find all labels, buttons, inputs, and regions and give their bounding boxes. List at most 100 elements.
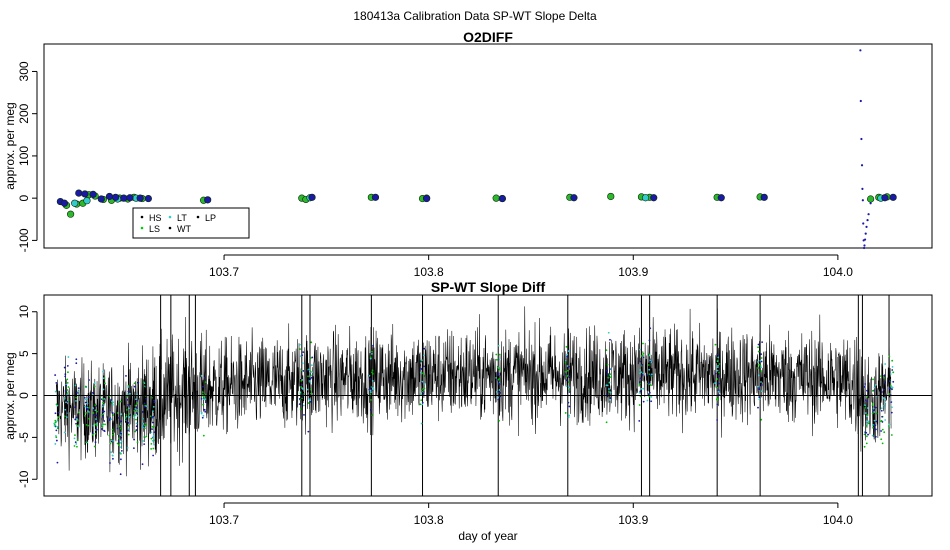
burst-point [867, 433, 869, 436]
burst-point [92, 424, 95, 427]
burst-point [421, 388, 423, 391]
burst-point [889, 387, 891, 390]
burst-point [371, 414, 374, 417]
burst-point [495, 391, 498, 393]
burst-point [864, 431, 867, 434]
burst-point [760, 390, 763, 393]
burst-point [67, 386, 70, 388]
burst-point [888, 393, 890, 395]
burst-point [605, 393, 608, 395]
burst-point [143, 382, 146, 385]
burst-point [119, 473, 122, 476]
burst-point [873, 411, 876, 413]
burst-point [66, 411, 69, 414]
burst-point [873, 419, 876, 422]
burst-point [891, 365, 894, 368]
burst-point [119, 423, 122, 426]
burst-point [864, 406, 867, 409]
burst-point [369, 393, 372, 396]
burst-point [307, 375, 309, 378]
burst-point [300, 379, 303, 382]
burst-point [881, 428, 884, 431]
burst-point [102, 412, 105, 415]
burst-point [135, 425, 138, 428]
burst-point [77, 411, 80, 414]
burst-point [143, 443, 146, 446]
burst-point [64, 375, 67, 378]
calibration-burst [132, 381, 140, 450]
burst-point [87, 410, 89, 412]
burst-point [564, 361, 567, 364]
burst-point [872, 409, 875, 412]
burst-point [883, 406, 886, 409]
burst-point [865, 420, 868, 423]
slope-diff-title: SP-WT Slope Diff [431, 279, 546, 295]
burst-point [649, 360, 652, 363]
burst-point [76, 391, 78, 394]
point-hs [371, 193, 380, 201]
burst-point [866, 389, 868, 392]
burst-point [370, 408, 373, 411]
slope-diff-x-label: day of year [458, 529, 517, 543]
burst-point [372, 344, 374, 347]
burst-point [608, 388, 610, 390]
burst-point [889, 379, 891, 382]
burst-point [127, 421, 130, 424]
burst-point [872, 426, 874, 429]
o2diff-y-tick-label: 0 [17, 195, 31, 202]
burst-point [496, 366, 499, 369]
burst-point [124, 417, 127, 419]
burst-point [568, 391, 571, 393]
burst-point [884, 381, 886, 384]
burst-point [126, 393, 129, 395]
o2diff-x-tick-label: 103.7 [209, 265, 239, 279]
calibration-burst [605, 331, 612, 424]
burst-point [889, 373, 892, 375]
point-wt [866, 219, 869, 222]
point-ls [867, 195, 875, 203]
point-wt [863, 244, 866, 247]
burst-point [880, 409, 883, 412]
burst-point [646, 399, 649, 402]
burst-point [568, 365, 570, 368]
burst-point [103, 420, 106, 422]
calibration-burst [564, 345, 571, 419]
burst-point [309, 357, 312, 360]
burst-point [103, 397, 106, 400]
burst-point [564, 412, 567, 414]
point-hs [81, 190, 89, 198]
burst-point [141, 463, 144, 466]
point-wt [859, 49, 862, 52]
burst-point [202, 403, 205, 406]
burst-point [133, 385, 136, 388]
burst-point [301, 393, 303, 396]
burst-point [420, 399, 423, 402]
burst-point [116, 442, 119, 445]
burst-point [717, 375, 720, 377]
burst-point [716, 403, 719, 406]
burst-point [65, 384, 67, 387]
burst-point [883, 401, 886, 404]
burst-point [650, 361, 653, 364]
burst-point [84, 414, 86, 417]
calibration-burst [306, 341, 314, 433]
burst-point [310, 364, 313, 367]
burst-point [369, 391, 372, 394]
point-wt [863, 238, 867, 241]
burst-point [151, 410, 154, 413]
burst-point [565, 373, 567, 376]
calibration-burst [73, 358, 80, 448]
burst-point [308, 368, 311, 371]
burst-point [128, 413, 131, 415]
burst-point [150, 431, 153, 434]
burst-point [104, 423, 106, 426]
burst-point [95, 428, 98, 431]
burst-point [66, 393, 69, 396]
burst-point [66, 365, 69, 367]
calibration-burst [100, 370, 106, 433]
burst-point [419, 393, 422, 396]
burst-point [73, 437, 76, 440]
burst-point [153, 431, 156, 434]
burst-point [56, 404, 59, 407]
burst-point [639, 372, 641, 375]
